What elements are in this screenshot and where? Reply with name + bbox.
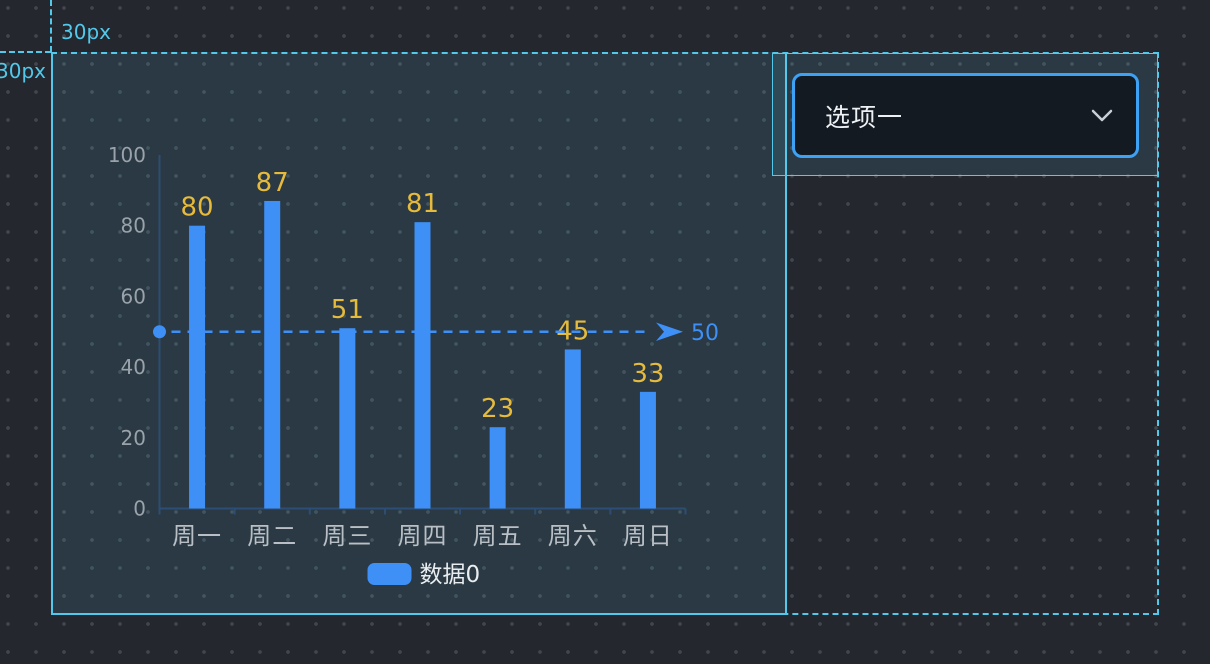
bar-value-label: 23 — [481, 394, 514, 424]
option-select[interactable]: 选项一 — [792, 73, 1139, 158]
x-axis-label: 周六 — [548, 522, 598, 550]
x-axis-label: 周四 — [398, 522, 448, 550]
y-axis-label: 20 — [121, 426, 146, 450]
bar-chart-component[interactable]: 0 20 40 60 80 100 80 周一 87 周二 51 周三 81 周四 23 周五 45 周六 33 周日… — [51, 52, 787, 615]
measure-label-left: 30px — [0, 59, 46, 83]
x-axis-label: 周日 — [623, 522, 673, 550]
bar[interactable] — [264, 200, 281, 509]
bar[interactable] — [639, 391, 656, 509]
y-axis-label: 60 — [121, 284, 146, 308]
y-axis-label: 100 — [108, 143, 146, 167]
option-select-value: 选项一 — [825, 102, 904, 132]
x-axis-label: 周二 — [247, 522, 297, 550]
y-axis-label: 80 — [121, 214, 146, 238]
legend-label[interactable]: 数据0 — [420, 562, 481, 588]
measure-label-top: 30px — [61, 20, 111, 44]
bar[interactable] — [414, 222, 431, 509]
bar-value-label: 51 — [331, 295, 364, 325]
bar[interactable] — [339, 328, 356, 509]
bar-value-label: 33 — [631, 359, 664, 389]
bar[interactable] — [564, 349, 581, 509]
bar-value-label: 87 — [256, 168, 289, 198]
y-axis-label: 0 — [133, 497, 146, 521]
select-component-selection[interactable]: 选项一 — [772, 53, 1158, 176]
legend-swatch[interactable] — [367, 563, 412, 585]
bar[interactable] — [189, 225, 206, 509]
markline-start-dot — [153, 325, 166, 339]
markline-label: 50 — [691, 321, 719, 346]
measure-line-horizontal — [0, 51, 51, 53]
bar[interactable] — [489, 427, 506, 509]
bar-chart-svg: 02040608010080周一87周二51周三81周四23周五45周六33周日… — [108, 143, 719, 588]
bar-value-label: 80 — [181, 193, 214, 223]
bar-value-label: 81 — [406, 189, 439, 219]
measure-line-vertical — [50, 0, 52, 52]
x-axis-label: 周五 — [473, 522, 523, 550]
chevron-down-icon — [1091, 109, 1113, 123]
markline-arrow-icon — [656, 322, 683, 341]
y-axis-label: 40 — [121, 355, 146, 379]
x-axis-label: 周一 — [172, 522, 222, 550]
x-axis-label: 周三 — [322, 522, 372, 550]
